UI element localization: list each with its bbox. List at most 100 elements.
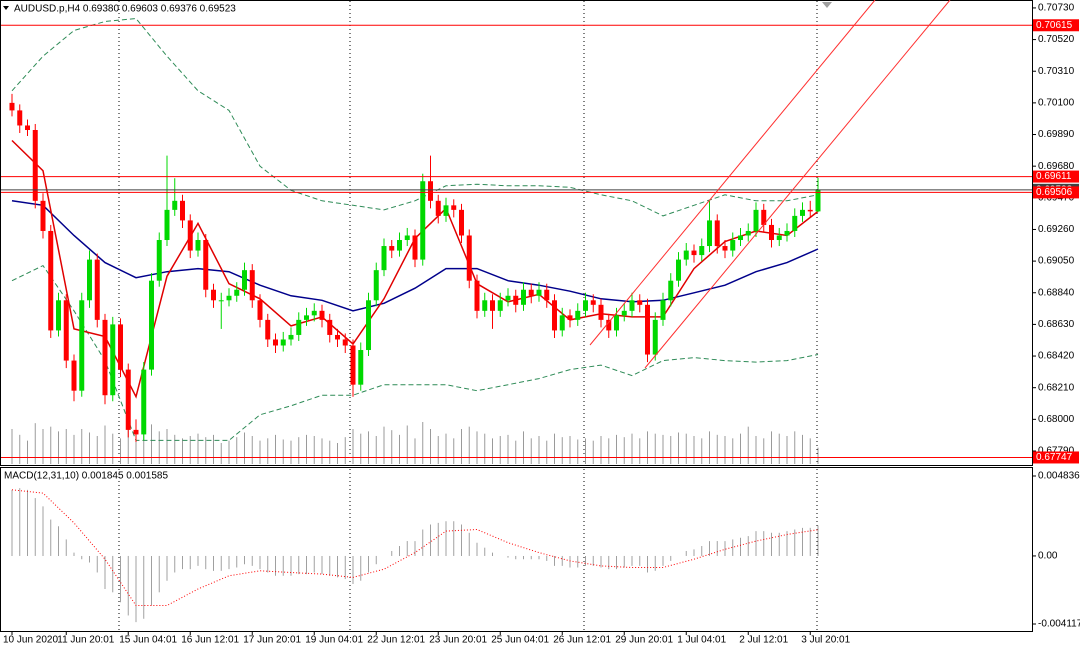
candle-body (397, 240, 402, 251)
candle-body (79, 300, 85, 391)
candle-body (513, 295, 519, 305)
candle-body (412, 235, 418, 260)
candle-body (652, 319, 658, 355)
candle-body (761, 209, 767, 225)
x-tick-label: 2 Jul 12:01 (739, 635, 788, 646)
y-tick-label: 0.70100 (1038, 98, 1075, 109)
candle-body (722, 246, 728, 251)
candle-body (273, 339, 278, 346)
candle-body (234, 289, 240, 296)
candle-body (660, 300, 666, 320)
y-tick-label: 0.69050 (1038, 256, 1075, 267)
x-tick-label: 10 Jun 2020 (3, 635, 58, 646)
y-tick-label: 0.68840 (1038, 287, 1075, 298)
candle-body (637, 300, 643, 305)
x-tick-label: 26 Jun 12:01 (553, 635, 611, 646)
candle-body (257, 300, 263, 320)
candle-body (94, 259, 100, 320)
candle-body (327, 319, 333, 335)
candle-body (87, 259, 92, 301)
candle-body (296, 319, 302, 335)
candle-body (164, 209, 170, 241)
symbol-header: AUDUSD.p,H4 0.69380 0.69603 0.69376 0.69… (14, 4, 236, 15)
channel (589, 0, 951, 369)
moving-average (11, 200, 819, 312)
candle-body (668, 280, 674, 301)
x-tick-label: 17 Jun 20:01 (243, 635, 301, 646)
candle-body (497, 300, 503, 311)
candle-body (366, 300, 371, 351)
channel-line (589, 0, 876, 346)
macd-title: MACD(12,31,10) 0.001845 0.001585 (4, 471, 168, 482)
candle-body (125, 369, 131, 430)
candle-body (102, 319, 108, 396)
price-level-label: 0.69506 (1036, 187, 1073, 198)
candle-body (699, 246, 705, 256)
plot-layer: 0.70730 0.70520 0.70310 0.70100 0.69890 0.696… (1, 3, 1080, 646)
y-tick-label: 0.69680 (1038, 161, 1075, 172)
price-level-tag (1033, 451, 1079, 464)
candle-body (528, 289, 534, 296)
candle-body (614, 315, 619, 331)
candle-body (149, 280, 154, 370)
x-tick-label: 19 Jun 04:01 (305, 635, 363, 646)
candle-body (645, 304, 650, 355)
y-tick-label: 0.004836 (1038, 471, 1080, 482)
candle-body (466, 235, 472, 281)
candle-body (707, 220, 712, 247)
candle-body (443, 205, 449, 216)
main-panel (0, 0, 1033, 466)
candle-body (404, 235, 410, 241)
candle-body (807, 209, 813, 212)
candle-body (358, 350, 364, 385)
candle-body (242, 270, 247, 290)
candle-body (490, 300, 495, 311)
candle-body (451, 205, 457, 210)
candle-body (180, 200, 185, 221)
candle-body (71, 360, 77, 391)
menu-arrow[interactable] (3, 6, 9, 10)
candle-body (304, 315, 309, 320)
candle-body (118, 324, 123, 370)
candle-body (288, 334, 294, 340)
candle-body (544, 289, 550, 301)
candle-body (172, 200, 178, 210)
candle-body (311, 310, 317, 316)
band-line (11, 264, 819, 441)
candle-body (133, 429, 139, 435)
price-level-tag (1033, 186, 1079, 199)
candle-body (342, 339, 348, 346)
y-tick-label: 0.68210 (1038, 382, 1075, 393)
candle-body (25, 125, 30, 130)
candle-body (676, 259, 681, 281)
y-tick-label: 0.68630 (1038, 319, 1075, 330)
candle-body (769, 224, 774, 241)
candle-body (792, 215, 798, 231)
x-tick-label: 3 Jul 20:01 (801, 635, 850, 646)
candle-body (389, 246, 395, 251)
candle-body (629, 300, 635, 311)
candle-body (753, 209, 759, 231)
candle-body (265, 319, 271, 340)
candle-body (156, 240, 162, 281)
x-tick-label: 11 Jun 20:01 (57, 635, 115, 646)
candle-body (110, 324, 116, 396)
candle-body (606, 319, 612, 331)
candle-body (745, 230, 751, 236)
candle-body (141, 369, 147, 435)
candle-body (691, 250, 697, 256)
candle-body (56, 300, 61, 331)
candle-body (226, 295, 232, 301)
candle-body (800, 209, 805, 216)
candle-body (575, 310, 581, 320)
y-tick-label: 0.68000 (1038, 414, 1075, 425)
candle-body (714, 220, 720, 247)
candle-body (203, 240, 209, 290)
candle-body (48, 230, 54, 331)
candle-body (40, 200, 46, 231)
candle-body (474, 280, 480, 311)
y-tick-label: 0.69890 (1038, 129, 1075, 140)
candle-body (32, 129, 38, 201)
candle-body (567, 315, 573, 320)
